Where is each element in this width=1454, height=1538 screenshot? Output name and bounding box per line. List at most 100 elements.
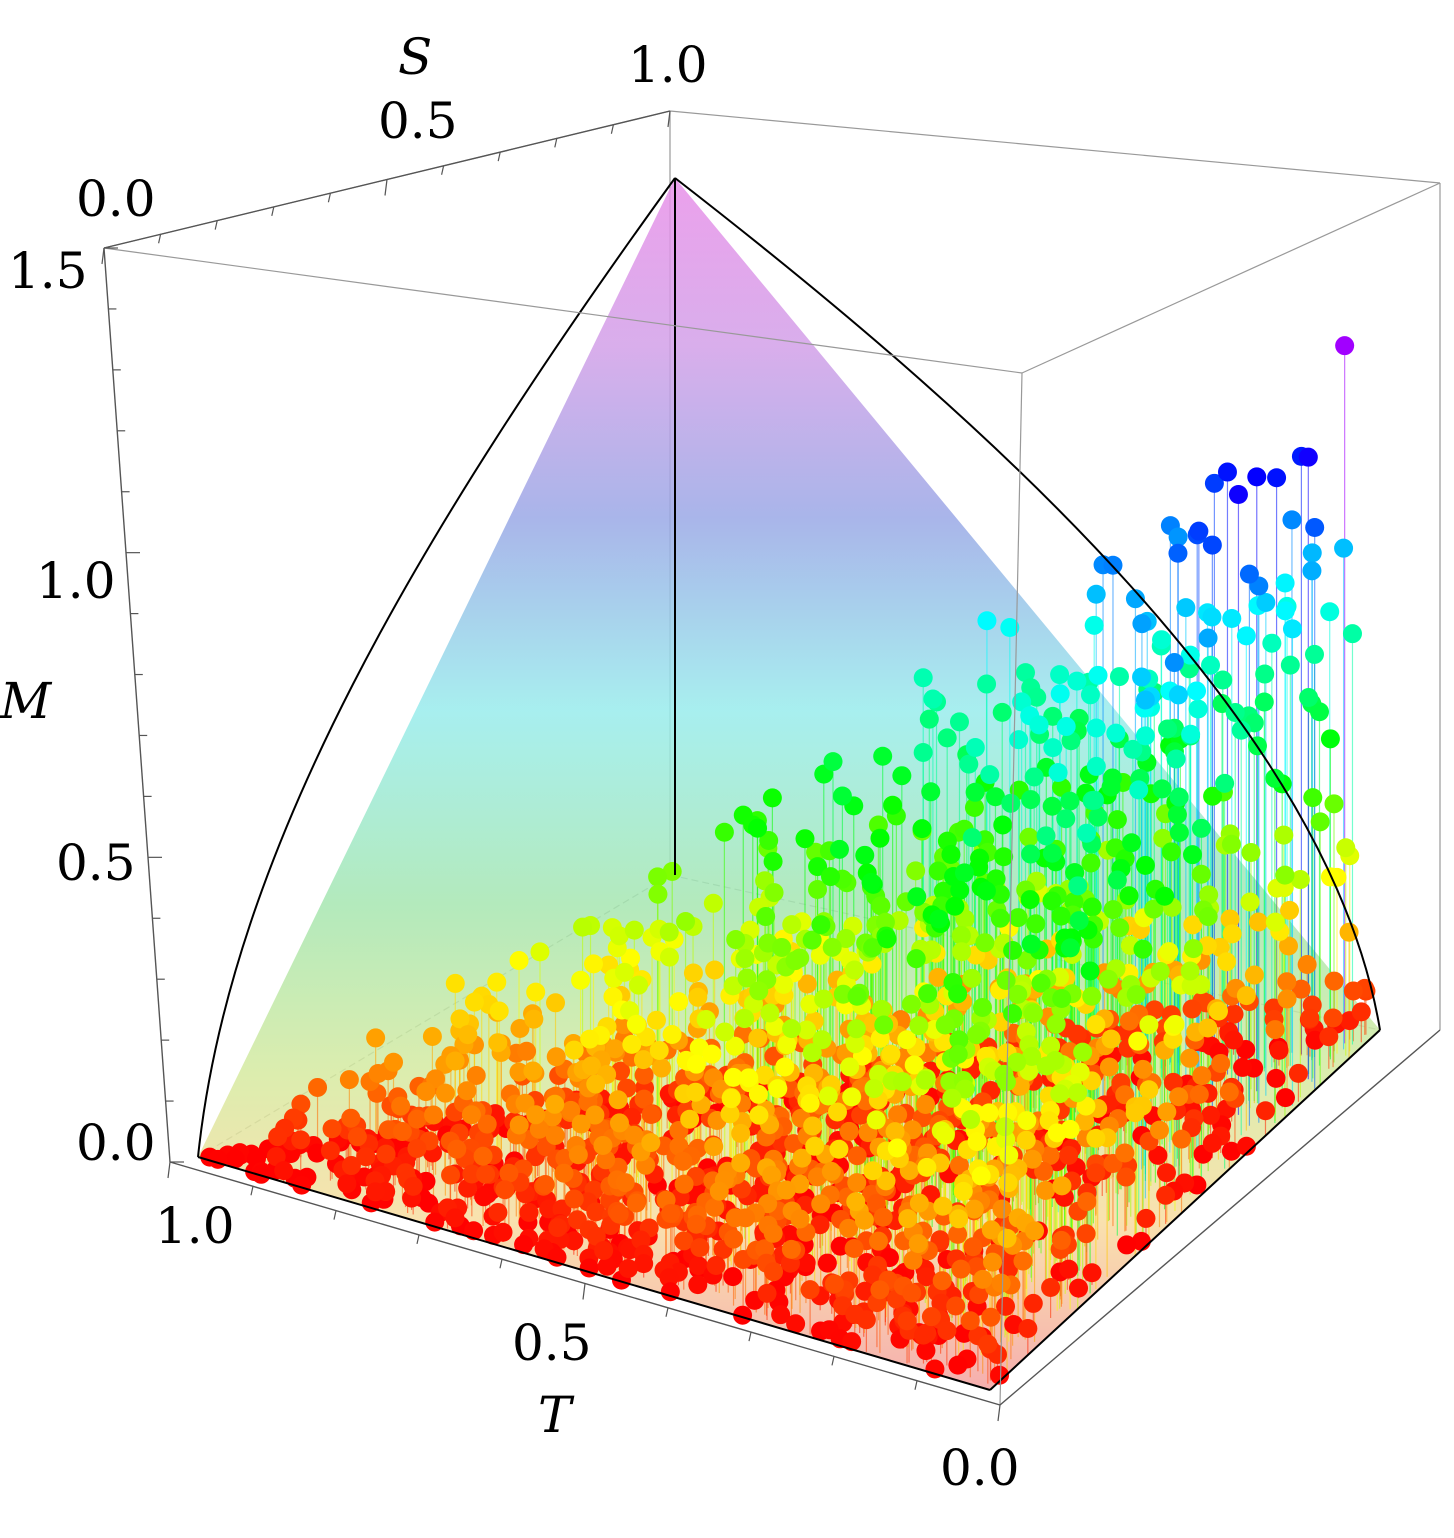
data-point-969	[509, 1062, 529, 1082]
data-point-1364	[441, 1165, 461, 1185]
data-point-1302	[462, 1164, 482, 1184]
data-point-1411	[1116, 1167, 1136, 1187]
data-point-1444	[1139, 1080, 1159, 1100]
data-point-1147	[392, 1122, 412, 1142]
data-point-920	[1056, 717, 1076, 737]
data-point-981	[320, 1141, 340, 1161]
data-point-1055	[474, 1129, 494, 1149]
data-point-326	[1228, 484, 1248, 504]
data-point-310	[1125, 589, 1145, 609]
data-point-1049	[1110, 918, 1130, 938]
data-point-282	[892, 766, 912, 786]
data-point-1963	[969, 1285, 989, 1305]
data-point-1006	[1168, 685, 1188, 705]
data-point-1672	[796, 1253, 816, 1273]
data-point-1777	[1060, 938, 1080, 958]
data-point-511	[1012, 692, 1032, 712]
data-point-648	[870, 828, 890, 848]
data-point-862	[489, 1001, 509, 1021]
data-point-1705	[800, 1093, 820, 1113]
data-point-1750	[618, 1259, 638, 1279]
data-point-524	[985, 787, 1005, 807]
data-point-1906	[935, 1125, 955, 1145]
data-point-1486	[1136, 1208, 1156, 1228]
data-point-918	[251, 1164, 271, 1184]
data-point-1933	[931, 1293, 951, 1313]
data-point-626	[530, 942, 550, 962]
data-point-1024	[391, 1096, 411, 1116]
m-tick-label-0.5: 0.5	[56, 834, 136, 892]
data-point-1853	[1050, 1084, 1070, 1104]
data-point-720	[308, 1077, 328, 1097]
data-point-1662	[972, 997, 992, 1017]
data-point-126	[1302, 561, 1322, 581]
data-point-98	[1299, 688, 1319, 708]
s-axis-tick-1	[158, 234, 162, 244]
data-point-1437	[499, 1163, 519, 1183]
data-point-1884	[876, 1171, 896, 1191]
data-point-1745	[967, 1025, 987, 1045]
data-point-1798	[1080, 961, 1100, 981]
data-point-231	[1244, 965, 1264, 985]
t-axis-tick-9	[914, 1380, 918, 1390]
data-point-1949	[1013, 1251, 1033, 1271]
data-point-124	[1266, 1068, 1286, 1088]
data-point-1064	[1059, 1145, 1079, 1165]
data-point-1931	[917, 1157, 937, 1177]
data-point-945	[1169, 822, 1189, 842]
data-point-1950	[995, 1117, 1015, 1137]
data-point-92	[1254, 692, 1274, 712]
data-point-1177	[916, 1094, 936, 1114]
data-point-79	[1255, 664, 1275, 684]
data-point-278	[1168, 543, 1188, 563]
data-point-515	[1211, 1053, 1231, 1073]
s-axis-tick-6	[441, 165, 445, 175]
data-point-1881	[839, 1218, 859, 1238]
data-point-776	[634, 1089, 654, 1109]
data-point-36	[1182, 999, 1202, 1019]
data-point-1067	[822, 937, 842, 957]
data-point-987	[274, 1161, 294, 1181]
data-point-1425	[797, 1020, 817, 1040]
data-point-1625	[885, 1122, 905, 1142]
data-point-1266	[811, 915, 831, 935]
data-point-48	[1274, 825, 1294, 845]
data-point-107	[1275, 601, 1295, 621]
data-point-802	[458, 1025, 478, 1045]
data-point-1904	[781, 1239, 801, 1259]
data-point-1895	[863, 1161, 883, 1181]
data-point-46	[1248, 912, 1268, 932]
data-point-411	[937, 728, 957, 748]
data-point-1347	[897, 1030, 917, 1050]
data-point-929	[774, 974, 794, 994]
tick-marks	[101, 110, 1001, 1422]
data-point-327	[923, 689, 943, 709]
data-point-59	[1168, 527, 1188, 547]
box-edge-top-front	[103, 247, 1023, 374]
data-point-1791	[688, 1275, 708, 1295]
data-point-1995	[921, 1307, 941, 1327]
data-point-137	[1310, 812, 1330, 832]
data-point-479	[1255, 1101, 1275, 1121]
data-point-1843	[724, 1229, 744, 1249]
data-point-1115	[337, 1174, 357, 1194]
data-point-1972	[898, 1209, 918, 1229]
data-point-1521	[535, 1174, 555, 1194]
data-point-787	[1123, 739, 1143, 759]
data-point-572	[510, 1018, 530, 1038]
t-axis-tick-10	[997, 1404, 1001, 1422]
data-point-1838	[892, 1072, 912, 1092]
data-point-815	[1144, 899, 1164, 919]
data-point-2002	[925, 1359, 945, 1379]
data-point-1600	[847, 986, 867, 1006]
data-point-100	[1217, 462, 1237, 482]
data-point-285	[797, 974, 817, 994]
data-point-881	[836, 929, 856, 949]
data-point-958	[669, 992, 689, 1012]
t-axis-tick-7	[748, 1331, 752, 1342]
data-point-1774	[1086, 1128, 1106, 1148]
data-point-763	[1192, 1066, 1212, 1086]
data-point-1765	[873, 1207, 893, 1227]
data-point-1189	[888, 1105, 908, 1125]
data-point-1459	[906, 949, 926, 969]
